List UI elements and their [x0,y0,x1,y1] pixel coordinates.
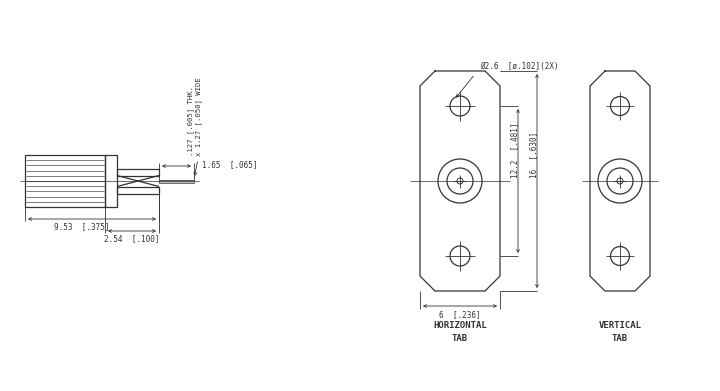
Text: 2.54  [.100]: 2.54 [.100] [104,235,160,244]
Bar [25,155,105,207]
Text: 9.53  [.375]: 9.53 [.375] [54,222,109,231]
Text: .127 [.005] THK.
x 1.27 [.050] WIDE: .127 [.005] THK. x 1.27 [.050] WIDE [187,77,202,156]
Text: 12.2  [.481]: 12.2 [.481] [510,122,519,178]
Text: 6  [.236]: 6 [.236] [439,310,481,319]
Text: TAB: TAB [452,334,468,343]
Text: HORIZONTAL: HORIZONTAL [433,321,487,330]
Text: 1.65  [.065]: 1.65 [.065] [202,160,257,170]
Text: VERTICAL: VERTICAL [598,321,642,330]
Text: 16  [.630]: 16 [.630] [529,132,538,178]
Bar [117,169,159,176]
Text: Ø2.6  [ø.102](2X): Ø2.6 [ø.102](2X) [480,62,559,71]
Text: TAB: TAB [612,334,628,343]
Bar [159,179,194,183]
Bar [105,155,117,207]
Bar [117,187,159,194]
Bar [159,179,194,183]
